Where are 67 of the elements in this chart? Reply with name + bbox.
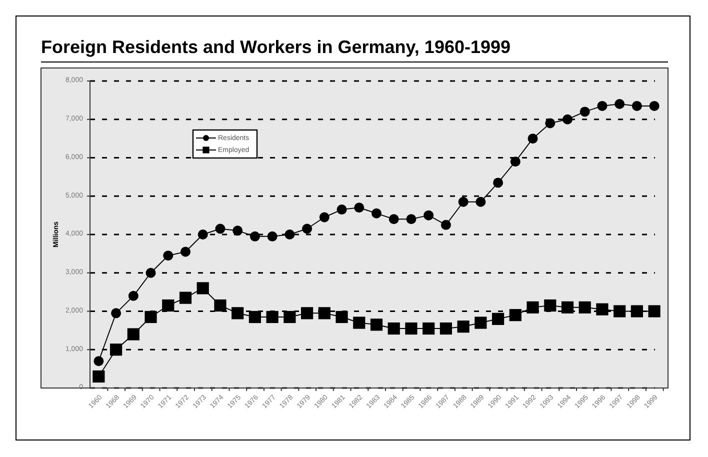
point [440,322,452,335]
point [232,307,244,320]
point [214,299,226,312]
point [284,310,296,324]
point [180,246,190,257]
point [111,308,122,318]
point [562,114,572,124]
point [545,118,556,128]
point [597,100,608,111]
point [458,196,468,207]
point [128,290,138,301]
point [163,250,174,261]
point [424,210,434,220]
point [493,178,504,188]
point [353,316,366,329]
point [580,106,590,117]
point [92,370,105,383]
point [405,322,418,335]
point [614,99,625,110]
point [528,134,538,144]
point [267,231,278,242]
point [440,220,451,230]
point [248,310,262,324]
point [630,305,644,318]
point [336,204,347,215]
point [354,202,364,213]
point [336,310,348,324]
point [510,156,520,167]
point [370,318,383,331]
point [318,307,330,320]
point [614,305,626,318]
point [196,282,209,294]
point [215,224,226,234]
point [146,268,156,278]
point [561,301,574,314]
point [388,214,399,224]
point [422,322,435,335]
point [110,344,122,356]
point [509,309,522,322]
point [162,299,174,312]
point [144,310,157,324]
point [179,292,192,304]
point [476,196,486,207]
point [596,303,608,316]
point [250,231,260,242]
chart-title: Foreign Residents and Workers in Germany, 1960-1999 [41,37,511,57]
point [232,226,243,236]
point [544,299,556,312]
point [372,208,382,218]
point [300,307,314,320]
point [388,322,400,335]
point [198,230,208,240]
point [632,100,642,111]
point [319,212,330,222]
point [406,214,416,224]
point [94,356,104,366]
point [302,224,312,234]
point [649,100,660,111]
point [578,301,591,314]
point [284,230,295,240]
point [648,305,660,318]
point [526,301,539,314]
point [492,312,504,325]
point [474,316,487,329]
point [266,310,278,324]
point [457,320,470,333]
point [127,328,140,340]
